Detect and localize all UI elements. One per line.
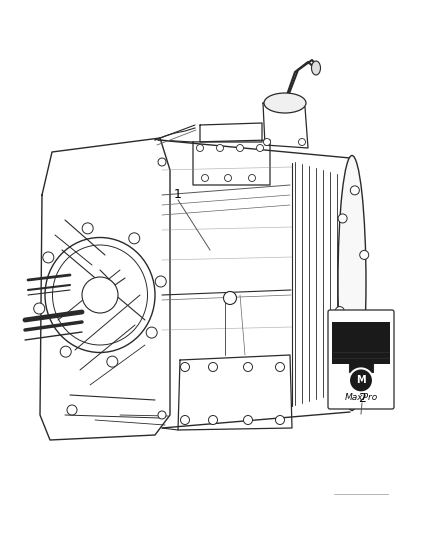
Ellipse shape bbox=[264, 93, 306, 113]
Circle shape bbox=[107, 356, 118, 367]
Text: M: M bbox=[356, 375, 366, 385]
Circle shape bbox=[223, 292, 237, 304]
Bar bbox=[332, 321, 390, 364]
Circle shape bbox=[34, 303, 45, 314]
Circle shape bbox=[216, 144, 223, 151]
Circle shape bbox=[201, 174, 208, 182]
Circle shape bbox=[129, 233, 140, 244]
Circle shape bbox=[208, 416, 218, 424]
Ellipse shape bbox=[311, 61, 321, 75]
Circle shape bbox=[43, 252, 54, 263]
Text: 2: 2 bbox=[358, 392, 366, 405]
Circle shape bbox=[180, 362, 190, 372]
Circle shape bbox=[299, 139, 305, 146]
Text: 1: 1 bbox=[174, 189, 182, 201]
Circle shape bbox=[248, 174, 255, 182]
Circle shape bbox=[276, 416, 285, 424]
Circle shape bbox=[82, 277, 118, 313]
Circle shape bbox=[335, 306, 344, 316]
Circle shape bbox=[208, 362, 218, 372]
FancyBboxPatch shape bbox=[328, 310, 394, 409]
Circle shape bbox=[345, 371, 353, 380]
Bar bbox=[349, 359, 374, 372]
Circle shape bbox=[276, 362, 285, 372]
Circle shape bbox=[82, 223, 93, 234]
Circle shape bbox=[180, 416, 190, 424]
Text: MaxPro: MaxPro bbox=[344, 393, 378, 402]
Bar bbox=[352, 363, 370, 385]
Circle shape bbox=[197, 144, 204, 151]
Circle shape bbox=[338, 214, 347, 223]
Circle shape bbox=[360, 251, 369, 260]
Circle shape bbox=[244, 416, 252, 424]
Ellipse shape bbox=[338, 156, 366, 410]
Circle shape bbox=[350, 186, 359, 195]
Circle shape bbox=[225, 174, 232, 182]
Circle shape bbox=[158, 411, 166, 419]
Circle shape bbox=[60, 346, 71, 357]
Circle shape bbox=[349, 368, 373, 392]
Circle shape bbox=[146, 327, 157, 338]
Circle shape bbox=[357, 343, 366, 352]
Circle shape bbox=[237, 144, 244, 151]
Circle shape bbox=[264, 139, 271, 146]
Circle shape bbox=[244, 362, 252, 372]
Circle shape bbox=[257, 144, 264, 151]
Circle shape bbox=[155, 276, 166, 287]
Circle shape bbox=[67, 405, 77, 415]
Circle shape bbox=[158, 158, 166, 166]
